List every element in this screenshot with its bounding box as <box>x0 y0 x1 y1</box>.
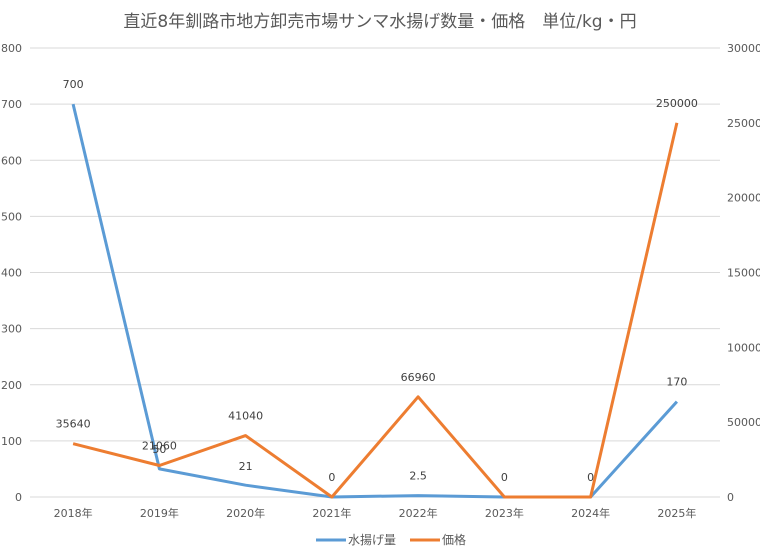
x-axis: 2018年 2019年 2020年 2021年 2022年 2023年 2024年 2025年 <box>54 506 697 520</box>
data-label: 0 <box>501 471 508 484</box>
left-tick-label: 500 <box>1 210 22 223</box>
data-label: 21 <box>239 460 253 473</box>
legend-label: 水揚げ量 <box>348 533 396 547</box>
right-tick-label: 300000 <box>727 42 760 55</box>
data-label: 0 <box>587 471 594 484</box>
right-tick-label: 150000 <box>727 267 760 280</box>
right-tick-label: 50000 <box>727 416 760 429</box>
x-tick-label: 2018年 <box>54 506 93 520</box>
legend-label: 価格 <box>442 532 466 547</box>
x-tick-label: 2025年 <box>657 506 696 520</box>
right-tick-label: 200000 <box>727 192 760 205</box>
data-labels: 700 50 21 0 2.5 0 0 170 35640 21060 41040 66960 2500… <box>56 78 698 484</box>
x-tick-label: 2022年 <box>399 506 438 520</box>
right-tick-label: 250000 <box>727 117 760 130</box>
right-tick-label: 0 <box>727 491 734 504</box>
left-axis: 0 100 200 300 400 500 600 700 800 <box>1 42 22 504</box>
data-label: 50 <box>152 443 166 456</box>
left-tick-label: 300 <box>1 323 22 336</box>
gridlines <box>30 47 720 498</box>
left-tick-label: 600 <box>1 154 22 167</box>
data-label: 170 <box>666 376 687 389</box>
data-label: 66960 <box>401 371 436 384</box>
right-axis: 0 50000 100000 150000 200000 250000 300000 <box>727 42 760 504</box>
left-tick-label: 400 <box>1 267 22 280</box>
left-tick-label: 0 <box>15 491 22 504</box>
data-label: 250000 <box>656 97 698 110</box>
data-label: 700 <box>63 78 84 91</box>
x-tick-label: 2023年 <box>485 506 524 520</box>
x-tick-label: 2019年 <box>140 506 179 520</box>
left-tick-label: 200 <box>1 379 22 392</box>
right-tick-label: 100000 <box>727 341 760 354</box>
series-line <box>71 103 679 499</box>
data-label: 41040 <box>228 410 263 423</box>
x-tick-label: 2024年 <box>571 506 610 520</box>
left-tick-label: 800 <box>1 42 22 55</box>
left-tick-label: 700 <box>1 98 22 111</box>
x-tick-label: 2020年 <box>226 506 265 520</box>
series-line <box>72 122 679 499</box>
data-label: 2.5 <box>409 470 427 483</box>
legend: 水揚げ量 価格 <box>316 532 466 547</box>
data-label: 0 <box>328 471 335 484</box>
chart-title: 直近8年釧路市地方卸売市場サンマ水揚げ数量・価格 単位/kg・円 <box>123 12 636 32</box>
data-label: 21060 <box>142 439 177 452</box>
data-label: 35640 <box>56 418 91 431</box>
x-tick-label: 2021年 <box>312 506 351 520</box>
series-lines <box>71 103 679 499</box>
left-tick-label: 100 <box>1 435 22 448</box>
